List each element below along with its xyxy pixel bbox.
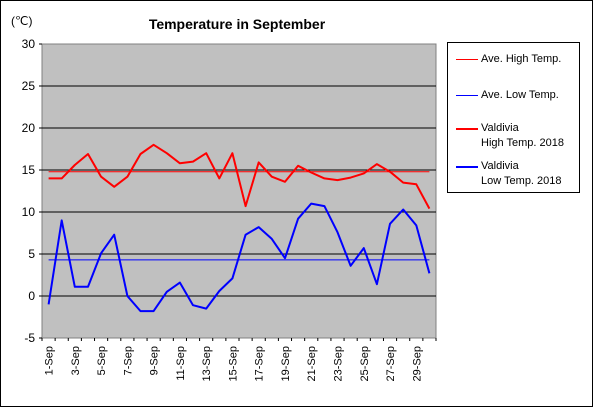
legend-label-ave-high: Ave. High Temp. (481, 53, 562, 65)
x-tick-label: 27-Sep (385, 346, 397, 381)
x-tick-label: 19-Sep (280, 346, 292, 381)
x-tick-label: 13-Sep (201, 346, 213, 381)
y-tick-label: 10 (22, 205, 36, 219)
legend-label-ave-low: Ave. Low Temp. (481, 89, 559, 101)
x-tick-label: 15-Sep (227, 346, 239, 381)
legend-label-valdivia-low-line1: Valdivia (481, 160, 519, 172)
y-tick-label: -5 (24, 331, 35, 345)
x-tick-label: 23-Sep (333, 346, 345, 381)
y-tick-label: 30 (22, 37, 36, 51)
series-line-valdivia-high (48, 143, 431, 210)
x-axis: 1-Sep 3-Sep 5-Sep 7-Sep 9-Sep 11-Sep 13-Sep 15-… (41, 338, 437, 381)
x-tick-label: 5-Sep (96, 346, 108, 375)
x-tick-label: 11-Sep (175, 346, 187, 381)
plot-area (41, 43, 437, 339)
legend-label-valdivia-low-line2: Low Temp. 2018 (481, 175, 562, 187)
x-tick-label: 1-Sep (44, 346, 56, 375)
y-tick-label: 20 (22, 121, 36, 135)
y-axis: -5 0 5 10 15 20 25 30 (22, 37, 42, 345)
series-line-valdivia-low (47, 202, 431, 313)
y-unit-label: (℃) (11, 14, 32, 28)
x-tick-label: 17-Sep (254, 346, 266, 381)
chart-title: Temperature in September (149, 16, 326, 32)
legend-swatch-valdivia-low (456, 166, 478, 168)
y-tick-label: 25 (22, 79, 36, 93)
y-tick-label: 15 (22, 163, 36, 177)
y-tick-label: 0 (28, 289, 35, 303)
x-tick-label: 9-Sep (149, 346, 161, 375)
x-tick-label: 25-Sep (359, 346, 371, 381)
legend: Ave. High Temp. Ave. Low Temp. Valdivia … (447, 42, 580, 193)
x-tick-label: 29-Sep (411, 346, 423, 381)
series-lines (47, 143, 431, 313)
legend-swatch-ave-low (456, 95, 478, 96)
y-tick-label: 5 (28, 247, 35, 261)
x-tick-label: 21-Sep (306, 346, 318, 381)
legend-swatch-ave-high (456, 59, 478, 60)
x-tick-label: 7-Sep (122, 346, 134, 375)
gridlines (42, 85, 436, 297)
legend-label-valdivia-high-line2: High Temp. 2018 (481, 137, 564, 149)
x-tick-label: 3-Sep (70, 346, 82, 375)
legend-label-valdivia-high-line1: Valdivia (481, 122, 519, 134)
legend-swatch-valdivia-high (456, 128, 478, 130)
